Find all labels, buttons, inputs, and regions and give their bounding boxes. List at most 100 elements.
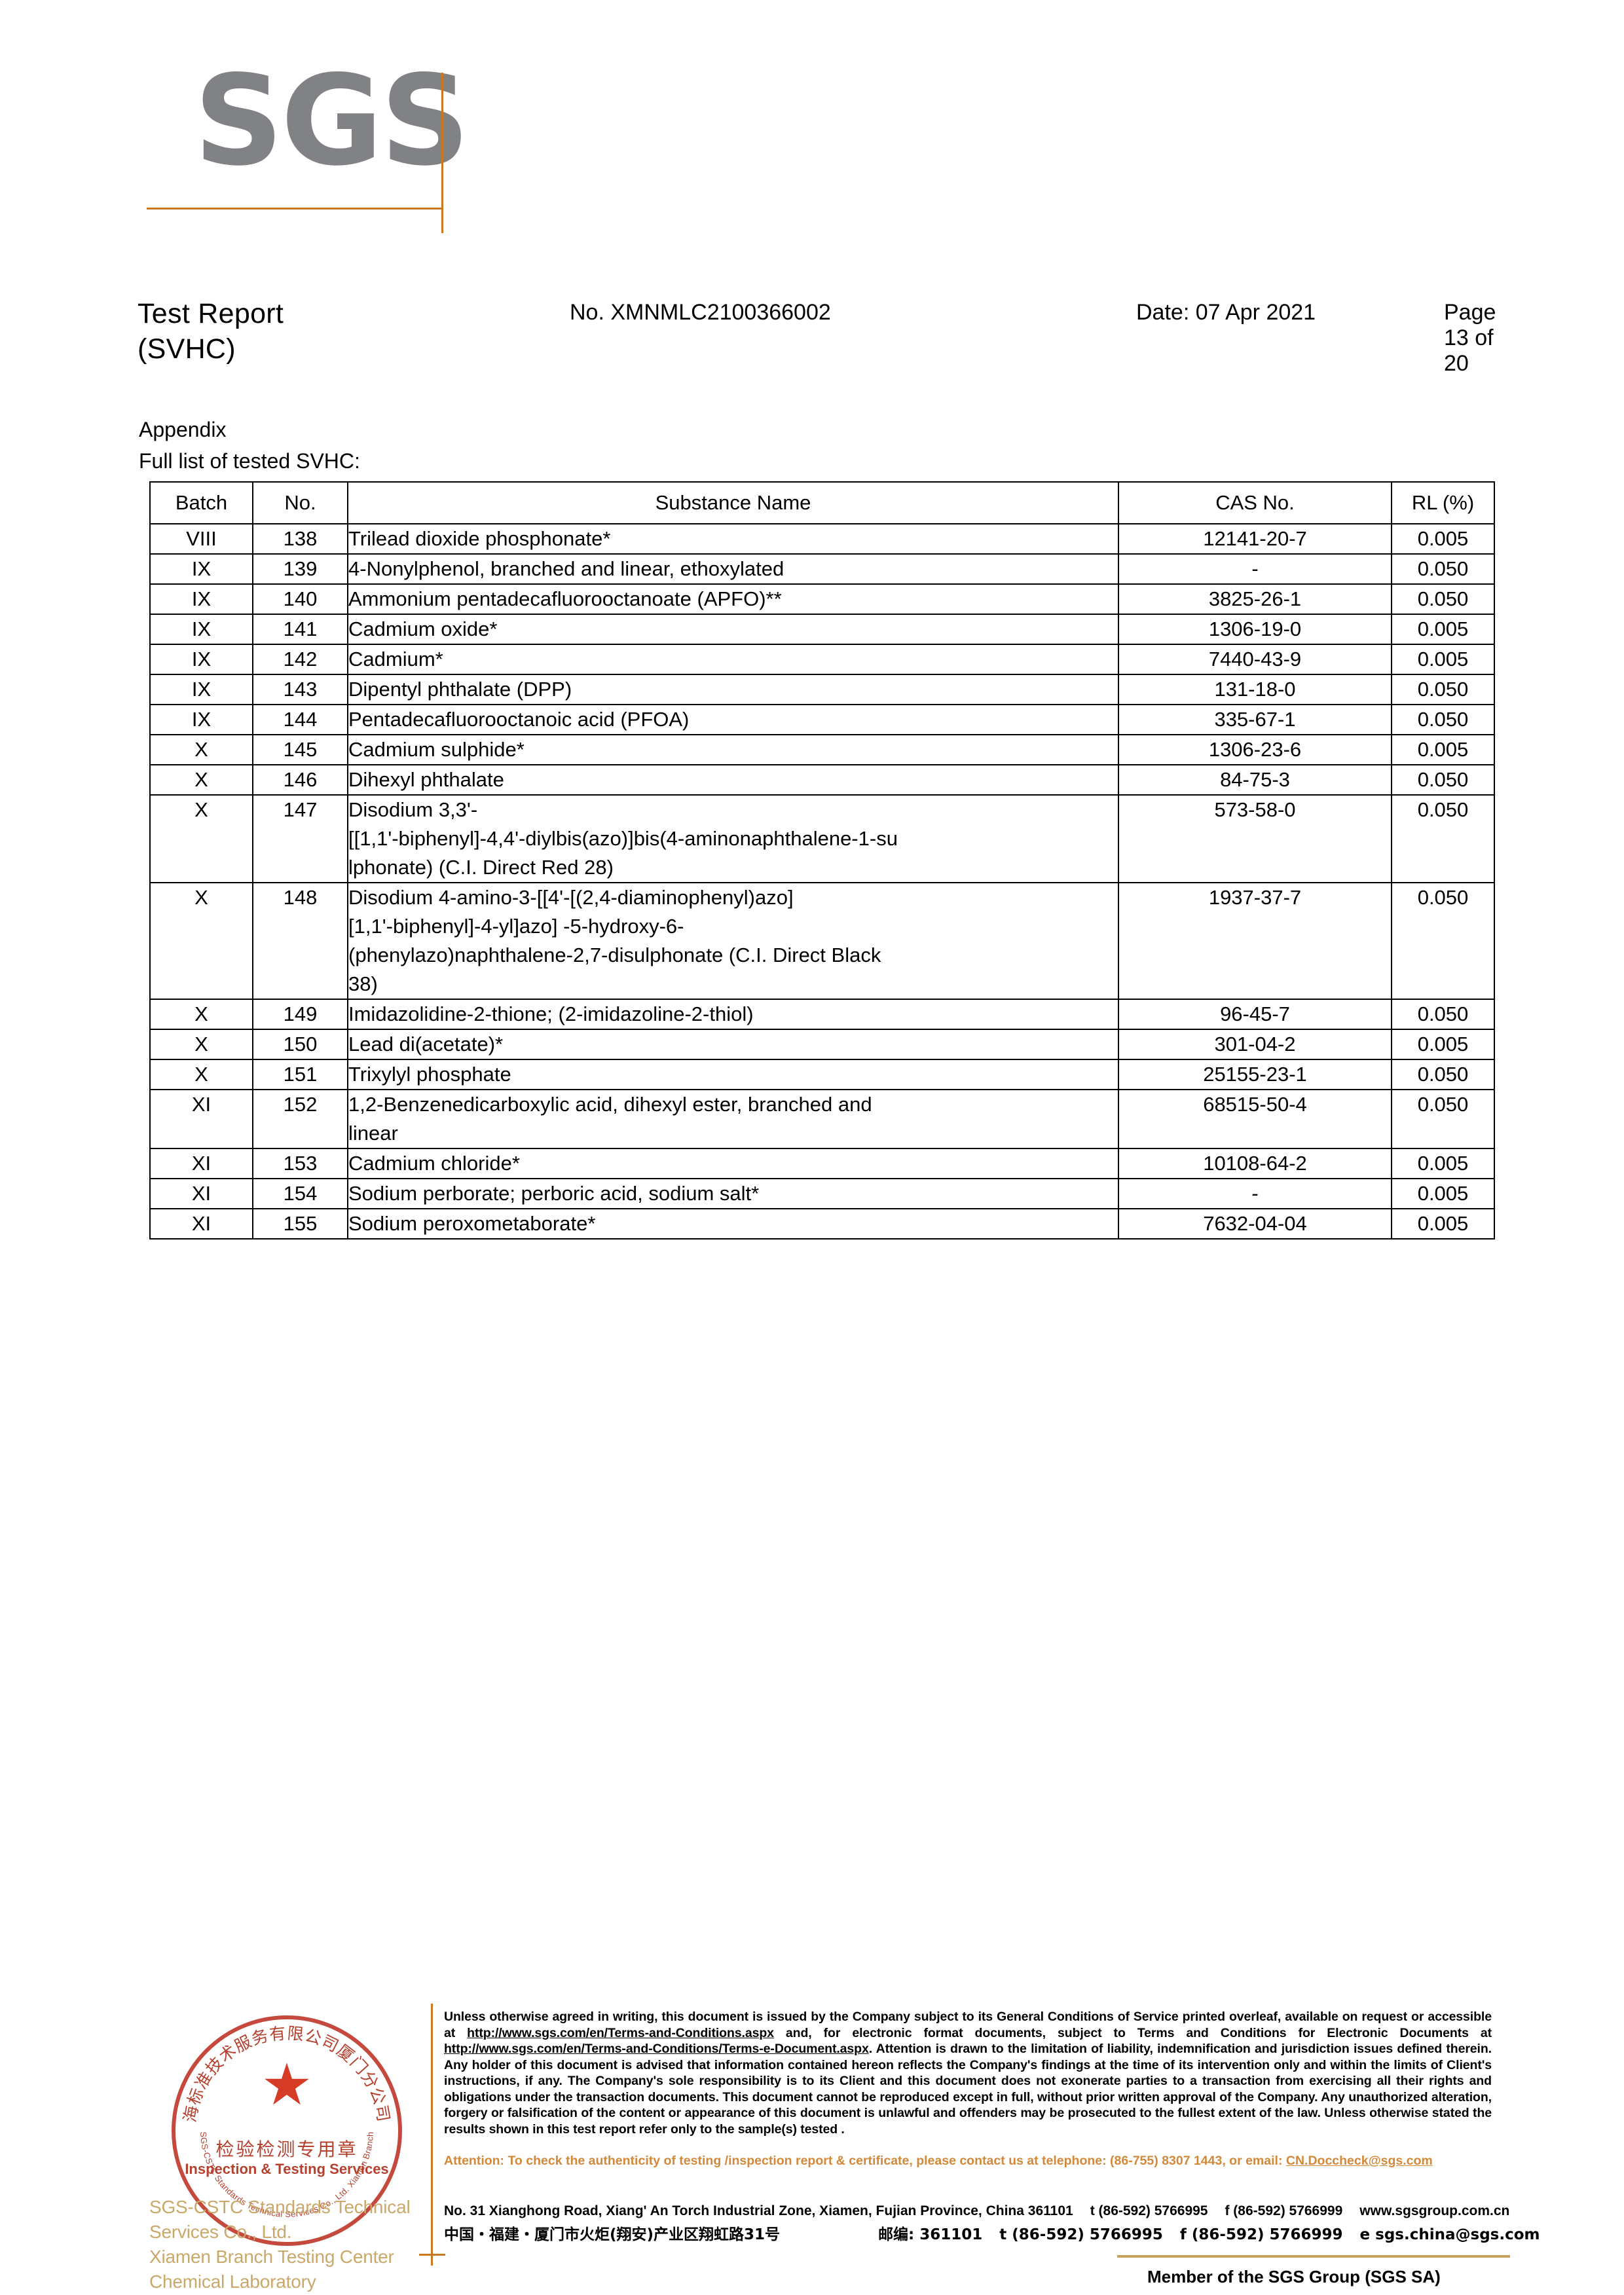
cell-batch: X [149,734,253,765]
address-english: No. 31 Xianghong Road, Xiang' An Torch I… [444,2203,1509,2220]
cell-cas-no: 84-75-3 [1118,764,1392,796]
terms-conditions-link[interactable]: http://www.sgs.com/en/Terms-and-Conditio… [467,2025,774,2040]
report-header: Test Report (SVHC) No. XMNMLC2100366002 … [138,296,1513,376]
cell-batch: XI [149,1148,253,1179]
cell-batch: X [149,1059,253,1090]
cell-no: 140 [252,583,348,615]
sgs-china-email-link[interactable]: e sgs.china@sgs.com [1359,2226,1540,2243]
cell-rl: 0.050 [1391,794,1495,883]
disclaimer-part3: . Attention is drawn to the limitation o… [444,2042,1492,2137]
page-indicator: Page 13 of 20 [1444,300,1496,376]
address-cn-fax: f (86-592) 5766999 [1179,2226,1343,2243]
cell-substance-name: Pentadecafluorooctanoic acid (PFOA) [347,704,1119,735]
cell-cas-no: 25155-23-1 [1118,1059,1392,1090]
cell-cas-no: 10108-64-2 [1118,1148,1392,1179]
cell-cas-no: 3825-26-1 [1118,583,1392,615]
table-row: X 147 Disodium 3,3'- [[1,1'-biphenyl]-4,4'… [149,794,1495,883]
table-head: Batch No. Substance Name CAS No. RL (%) [149,481,1495,524]
cell-no: 143 [252,674,348,705]
cell-cas-no: 1306-23-6 [1118,734,1392,765]
inspection-stamp: 海标准技术服务有限公司厦门分公司 SGS-CSTC Standards Tech… [172,2015,402,2246]
table-row: IX 140 Ammonium pentadecafluorooctanoate (… [149,583,1495,615]
cell-substance-name: Cadmium* [347,644,1119,675]
cell-cas-no: 1306-19-0 [1118,614,1392,645]
table-row: X 145 Cadmium sulphide* 1306-23-6 0.005 [149,734,1495,765]
sgs-logo-text: SGS [194,48,470,193]
cell-substance-name: Cadmium sulphide* [347,734,1119,765]
cell-no: 142 [252,644,348,675]
cell-rl: 0.005 [1391,734,1495,765]
address-en-tel: t (86-592) 5766995 [1090,2203,1208,2218]
address-cn-tel: t (86-592) 5766995 [999,2226,1163,2243]
cell-no: 139 [252,553,348,585]
logo-vertical-rule [441,73,443,233]
cell-batch: IX [149,674,253,705]
terms-e-document-link[interactable]: http://www.sgs.com/en/Terms-and-Conditio… [444,2042,869,2056]
cell-cas-no: 335-67-1 [1118,704,1392,735]
star-icon: ★ [261,2051,313,2117]
laboratory-name: SGS-CSTC Standards Technical Services Co… [149,2195,424,2294]
table-row: X 151 Trixylyl phosphate 25155-23-1 0.050 [149,1059,1495,1090]
attention-notice: Attention: To check the authenticity of … [444,2153,1492,2169]
cell-no: 148 [252,882,348,1000]
cell-batch: IX [149,704,253,735]
disclaimer-text: Unless otherwise agreed in writing, this… [444,2009,1492,2137]
cell-substance-name: Cadmium chloride* [347,1148,1119,1179]
table-body: VIII 138 Trilead dioxide phosphonate* 12141… [149,523,1495,1239]
cell-substance-name: 1,2-Benzenedicarboxylic acid, dihexyl es… [347,1089,1119,1149]
cell-substance-name: Sodium peroxometaborate* [347,1208,1119,1239]
table-row: IX 139 4-Nonylphenol, branched and linear,… [149,553,1495,585]
cell-cas-no: 7440-43-9 [1118,644,1392,675]
laboratory-name-line1: SGS-CSTC Standards Technical Services Co… [149,2197,411,2242]
doccheck-email-link[interactable]: CN.Doccheck@sgs.com [1285,2154,1433,2168]
table-row: XI 155 Sodium peroxometaborate* 7632-04-04 0… [149,1208,1495,1239]
cell-substance-name: Ammonium pentadecafluorooctanoate (APFO)… [347,583,1119,615]
cell-no: 149 [252,999,348,1030]
cell-rl: 0.050 [1391,1089,1495,1149]
sgs-website-link[interactable]: www.sgsgroup.com.cn [1359,2203,1510,2218]
cell-rl: 0.005 [1391,1208,1495,1239]
full-list-label: Full list of tested SVHC: [139,449,360,473]
table-row: X 150 Lead di(acetate)* 301-04-2 0.005 [149,1029,1495,1060]
cell-batch: IX [149,583,253,615]
cell-batch: IX [149,614,253,645]
cell-batch: XI [149,1089,253,1149]
sgs-logo: SGS [147,59,470,261]
cell-rl: 0.050 [1391,674,1495,705]
cell-substance-name: Trilead dioxide phosphonate* [347,523,1119,555]
table-row: XI 154 Sodium perborate; perboric acid, so… [149,1178,1495,1209]
cell-substance-name: Dipentyl phthalate (DPP) [347,674,1119,705]
address-cn-zip: 邮编: 361101 [878,2226,983,2243]
cell-cas-no: 96-45-7 [1118,999,1392,1030]
cell-substance-name: Lead di(acetate)* [347,1029,1119,1060]
report-number: No. XMNMLC2100366002 [570,300,831,325]
table-row: IX 142 Cadmium* 7440-43-9 0.005 [149,644,1495,675]
address-cn-street: 中国・福建・厦门市火炬(翔安)产业区翔虹路31号 [444,2226,781,2243]
cell-rl: 0.005 [1391,1148,1495,1179]
attention-text: Attention: To check the authenticity of … [444,2154,1286,2168]
cell-rl: 0.005 [1391,523,1495,555]
cell-batch: X [149,1029,253,1060]
col-header-batch: Batch [149,481,253,524]
cell-no: 151 [252,1059,348,1090]
cell-rl: 0.050 [1391,704,1495,735]
cell-batch: X [149,882,253,1000]
laboratory-name-line2: Xiamen Branch Testing Center Chemical La… [149,2247,394,2292]
col-header-rl: RL (%) [1391,481,1495,524]
cell-no: 155 [252,1208,348,1239]
cell-substance-name: Disodium 3,3'- [[1,1'-biphenyl]-4,4'-diy… [347,794,1119,883]
cell-no: 154 [252,1178,348,1209]
cell-batch: X [149,764,253,796]
cell-rl: 0.005 [1391,644,1495,675]
cell-batch: IX [149,644,253,675]
stamp-center-en: Inspection & Testing Services [185,2160,389,2177]
footer-divider [431,2004,433,2266]
cell-rl: 0.050 [1391,553,1495,585]
cell-no: 145 [252,734,348,765]
address-en-fax: f (86-592) 5766999 [1225,2203,1343,2218]
cell-rl: 0.050 [1391,882,1495,1000]
cell-substance-name: Imidazolidine-2-thione; (2-imidazoline-2… [347,999,1119,1030]
table-row: X 149 Imidazolidine-2-thione; (2-imidazoli… [149,999,1495,1030]
cell-rl: 0.005 [1391,614,1495,645]
cell-no: 141 [252,614,348,645]
